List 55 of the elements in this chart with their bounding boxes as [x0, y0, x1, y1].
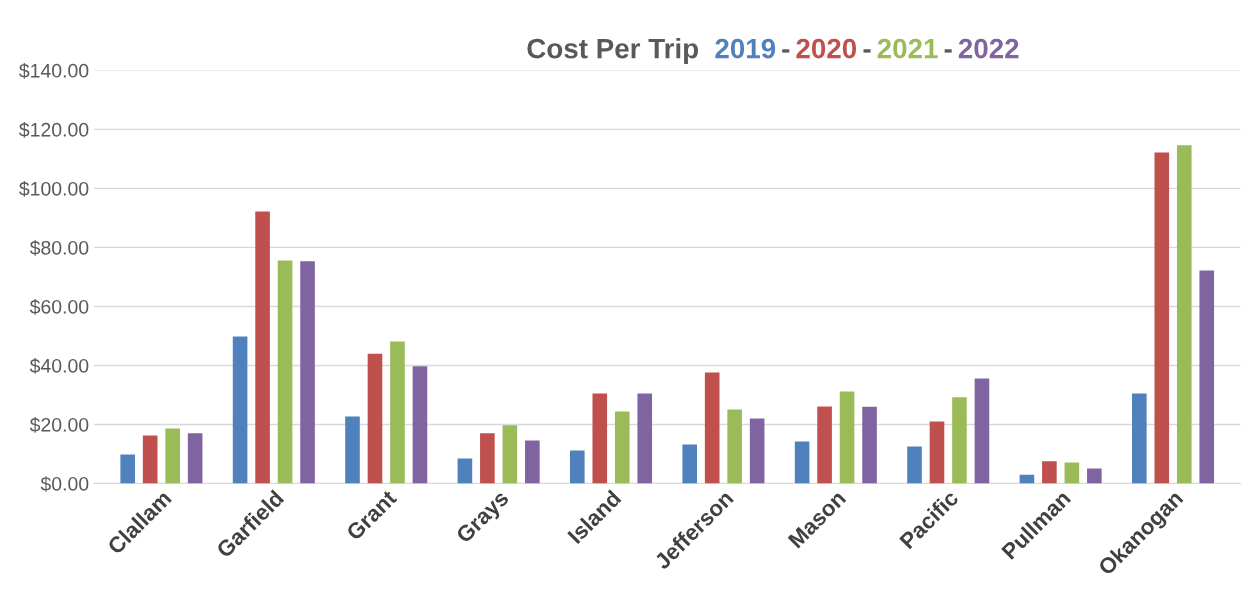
- bar: [1064, 462, 1080, 484]
- y-tick-label: $140.00: [19, 63, 89, 79]
- bar: [142, 435, 158, 484]
- bar: [1199, 270, 1215, 484]
- y-tick-label: $100.00: [19, 181, 89, 197]
- bar: [1154, 152, 1170, 484]
- text: 2019: [715, 38, 776, 59]
- bar: [1176, 145, 1192, 484]
- y-tick-label: $0.00: [40, 476, 89, 492]
- y-tick-label: $120.00: [19, 122, 89, 138]
- bar: [637, 393, 653, 484]
- bar: [907, 446, 922, 484]
- bar: [502, 425, 518, 484]
- bar: [592, 393, 608, 484]
- bar: [570, 450, 585, 484]
- bar: [525, 440, 540, 484]
- bar: [390, 341, 405, 484]
- bar: [412, 366, 428, 484]
- bar: [862, 406, 877, 484]
- bar: [749, 418, 765, 484]
- bar: [457, 458, 473, 484]
- bar: [794, 441, 810, 484]
- bar: [682, 444, 698, 484]
- text: 2021: [877, 38, 938, 59]
- bar: [367, 353, 383, 484]
- y-tick-label: $80.00: [29, 240, 89, 256]
- text: 2022: [958, 38, 1019, 59]
- bar: [480, 433, 495, 484]
- bar: [300, 261, 315, 484]
- bar: [1042, 461, 1057, 484]
- bar: [929, 421, 945, 484]
- y-tick-label: $20.00: [29, 417, 89, 433]
- bar: [817, 406, 832, 484]
- bar: [952, 397, 967, 484]
- bar: [839, 391, 855, 484]
- text: -: [782, 49, 790, 53]
- text: 2020: [796, 38, 857, 59]
- chart-title: Cost Per Trip: [527, 38, 698, 64]
- bar: [120, 454, 135, 484]
- text: -: [863, 49, 871, 53]
- bar: [345, 416, 360, 484]
- y-tick-label: $40.00: [29, 358, 89, 374]
- bar: [1132, 393, 1147, 484]
- bar: [727, 409, 742, 484]
- bar: [277, 260, 293, 484]
- bar: [187, 433, 203, 484]
- bar: [614, 411, 630, 484]
- bar: [974, 378, 990, 484]
- y-tick-label: $60.00: [29, 299, 89, 315]
- bar: [232, 336, 248, 484]
- text: -: [944, 49, 952, 53]
- bar: [1087, 468, 1102, 484]
- bar: [255, 211, 270, 484]
- bar: [165, 428, 180, 484]
- bar: [704, 372, 720, 484]
